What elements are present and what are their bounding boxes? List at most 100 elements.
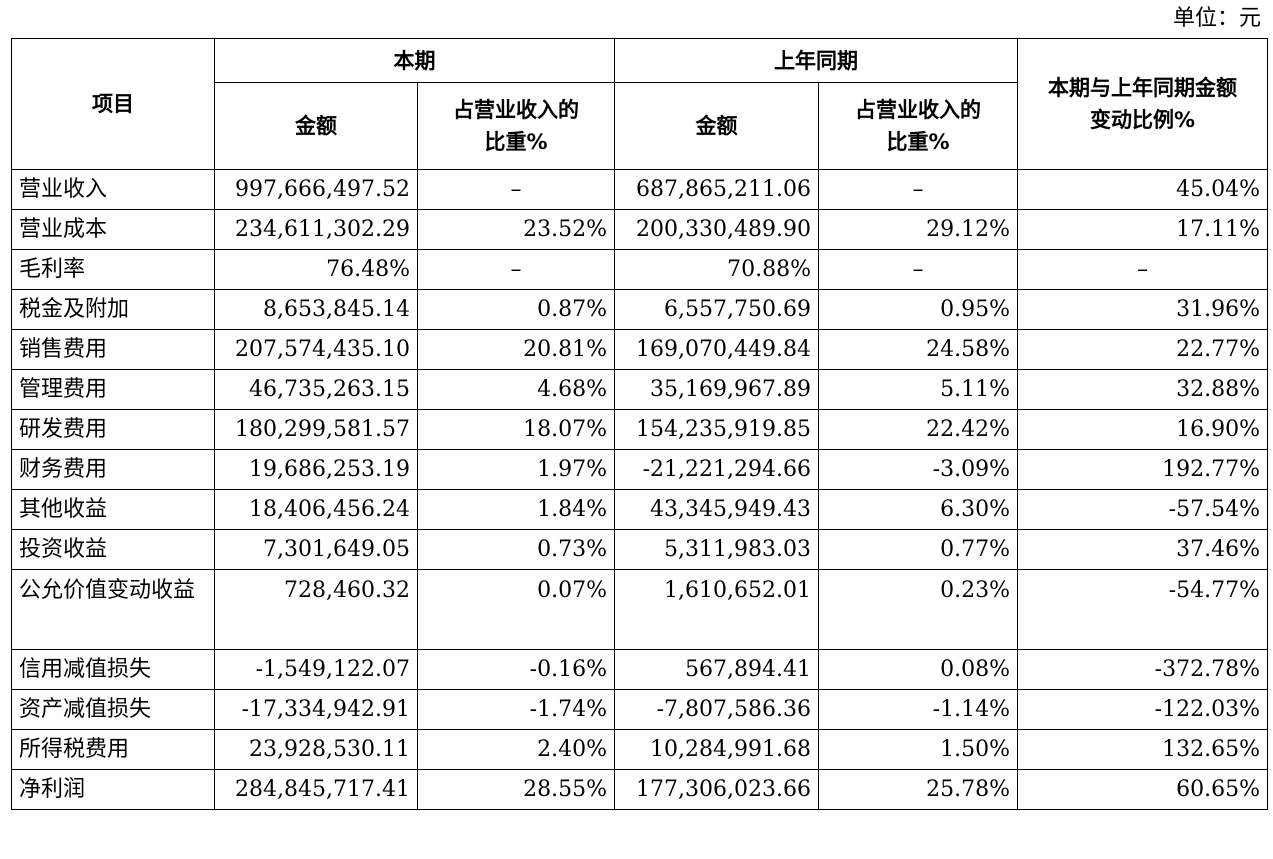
cell-item: 所得税费用 [11, 729, 215, 770]
cell-change: 22.77% [1017, 329, 1268, 370]
header-item: 项目 [11, 38, 215, 170]
table-row: 净利润 284,845,717.41 28.55% 177,306,023.66… [11, 769, 1268, 810]
cell-prior-amount: 43,345,949.43 [614, 489, 819, 530]
cell-prior-amount: 567,894.41 [614, 649, 819, 690]
unit-label: 单位：元 [1172, 6, 1261, 31]
cell-item: 信用减值损失 [11, 649, 215, 690]
cell-prior-amount: -7,807,586.36 [614, 689, 819, 730]
cell-change: 37.46% [1017, 529, 1268, 570]
cell-change: – [1017, 249, 1268, 290]
table-row: 毛利率 76.48% – 70.88% – – [11, 249, 1268, 290]
cell-prior-share: 0.95% [818, 289, 1018, 330]
cell-current-share: 1.97% [417, 449, 615, 490]
cell-current-share: 2.40% [417, 729, 615, 770]
cell-change: -372.78% [1017, 649, 1268, 690]
cell-current-share: 0.87% [417, 289, 615, 330]
table-row: 税金及附加 8,653,845.14 0.87% 6,557,750.69 0.… [11, 289, 1268, 330]
cell-change: 17.11% [1017, 209, 1268, 250]
cell-item: 毛利率 [11, 249, 215, 290]
cell-current-share: 18.07% [417, 409, 615, 450]
cell-prior-amount: 70.88% [614, 249, 819, 290]
cell-prior-share: 29.12% [818, 209, 1018, 250]
cell-change: 132.65% [1017, 729, 1268, 770]
cell-current-amount: 46,735,263.15 [214, 369, 418, 410]
cell-prior-amount: 169,070,449.84 [614, 329, 819, 370]
cell-item: 营业收入 [11, 169, 215, 210]
cell-prior-amount: 177,306,023.66 [614, 769, 819, 810]
cell-current-amount: 997,666,497.52 [214, 169, 418, 210]
cell-prior-amount: 5,311,983.03 [614, 529, 819, 570]
cell-item: 财务费用 [11, 449, 215, 490]
cell-current-share: 23.52% [417, 209, 615, 250]
cell-prior-share: 0.77% [818, 529, 1018, 570]
table-row: 公允价值变动收益 728,460.32 0.07% 1,610,652.01 0… [11, 569, 1268, 650]
cell-prior-share: 1.50% [818, 729, 1018, 770]
cell-current-share: 4.68% [417, 369, 615, 410]
cell-current-amount: -1,549,122.07 [214, 649, 418, 690]
cell-current-amount: 284,845,717.41 [214, 769, 418, 810]
header-prior-period: 上年同期 [614, 38, 1018, 83]
table-row: 研发费用 180,299,581.57 18.07% 154,235,919.8… [11, 409, 1268, 450]
cell-current-share: -0.16% [417, 649, 615, 690]
cell-current-amount: 234,611,302.29 [214, 209, 418, 250]
cell-change: -122.03% [1017, 689, 1268, 730]
header-prior-share-text: 占营业收入的比重% [855, 98, 981, 154]
header-current-share: 占营业收入的比重% [417, 82, 615, 170]
cell-current-amount: 23,928,530.11 [214, 729, 418, 770]
cell-current-share: 20.81% [417, 329, 615, 370]
cell-change: -57.54% [1017, 489, 1268, 530]
header-prior-amount: 金额 [614, 82, 819, 170]
cell-current-amount: 7,301,649.05 [214, 529, 418, 570]
header-change: 本期与上年同期金额变动比例% [1017, 38, 1268, 170]
cell-prior-share: 25.78% [818, 769, 1018, 810]
cell-change: 16.90% [1017, 409, 1268, 450]
cell-change: 192.77% [1017, 449, 1268, 490]
cell-change: -54.77% [1017, 569, 1268, 650]
table-row: 资产减值损失 -17,334,942.91 -1.74% -7,807,586.… [11, 689, 1268, 730]
cell-current-share: – [417, 249, 615, 290]
table-row: 投资收益 7,301,649.05 0.73% 5,311,983.03 0.7… [11, 529, 1268, 570]
cell-current-amount: 8,653,845.14 [214, 289, 418, 330]
table-row: 营业成本 234,611,302.29 23.52% 200,330,489.9… [11, 209, 1268, 250]
cell-prior-amount: 35,169,967.89 [614, 369, 819, 410]
cell-item: 投资收益 [11, 529, 215, 570]
cell-prior-amount: 10,284,991.68 [614, 729, 819, 770]
cell-item: 其他收益 [11, 489, 215, 530]
cell-change: 60.65% [1017, 769, 1268, 810]
cell-prior-amount: 687,865,211.06 [614, 169, 819, 210]
cell-prior-amount: 6,557,750.69 [614, 289, 819, 330]
cell-item: 净利润 [11, 769, 215, 810]
cell-prior-amount: 1,610,652.01 [614, 569, 819, 650]
cell-item: 销售费用 [11, 329, 215, 370]
table-body: 营业收入 997,666,497.52 – 687,865,211.06 – 4… [11, 169, 1268, 810]
cell-prior-share: -1.14% [818, 689, 1018, 730]
cell-current-share: – [417, 169, 615, 210]
cell-current-amount: 19,686,253.19 [214, 449, 418, 490]
cell-change: 45.04% [1017, 169, 1268, 210]
table-row: 营业收入 997,666,497.52 – 687,865,211.06 – 4… [11, 169, 1268, 210]
table-row: 其他收益 18,406,456.24 1.84% 43,345,949.43 6… [11, 489, 1268, 530]
cell-item: 管理费用 [11, 369, 215, 410]
cell-prior-amount: 154,235,919.85 [614, 409, 819, 450]
table-row: 销售费用 207,574,435.10 20.81% 169,070,449.8… [11, 329, 1268, 370]
cell-item: 税金及附加 [11, 289, 215, 330]
cell-current-amount: 18,406,456.24 [214, 489, 418, 530]
cell-prior-share: -3.09% [818, 449, 1018, 490]
cell-prior-share: 0.08% [818, 649, 1018, 690]
cell-prior-share: – [818, 169, 1018, 210]
cell-current-share: -1.74% [417, 689, 615, 730]
cell-current-amount: 207,574,435.10 [214, 329, 418, 370]
cell-item: 研发费用 [11, 409, 215, 450]
cell-current-amount: 180,299,581.57 [214, 409, 418, 450]
cell-prior-share: 6.30% [818, 489, 1018, 530]
cell-prior-amount: -21,221,294.66 [614, 449, 819, 490]
header-current-amount: 金额 [214, 82, 418, 170]
cell-prior-share: 22.42% [818, 409, 1018, 450]
cell-item: 公允价值变动收益 [11, 569, 215, 650]
header-prior-share: 占营业收入的比重% [818, 82, 1018, 170]
cell-current-amount: 76.48% [214, 249, 418, 290]
cell-current-share: 28.55% [417, 769, 615, 810]
table-row: 管理费用 46,735,263.15 4.68% 35,169,967.89 5… [11, 369, 1268, 410]
cell-current-amount: -17,334,942.91 [214, 689, 418, 730]
header-change-text: 本期与上年同期金额变动比例% [1048, 76, 1237, 132]
